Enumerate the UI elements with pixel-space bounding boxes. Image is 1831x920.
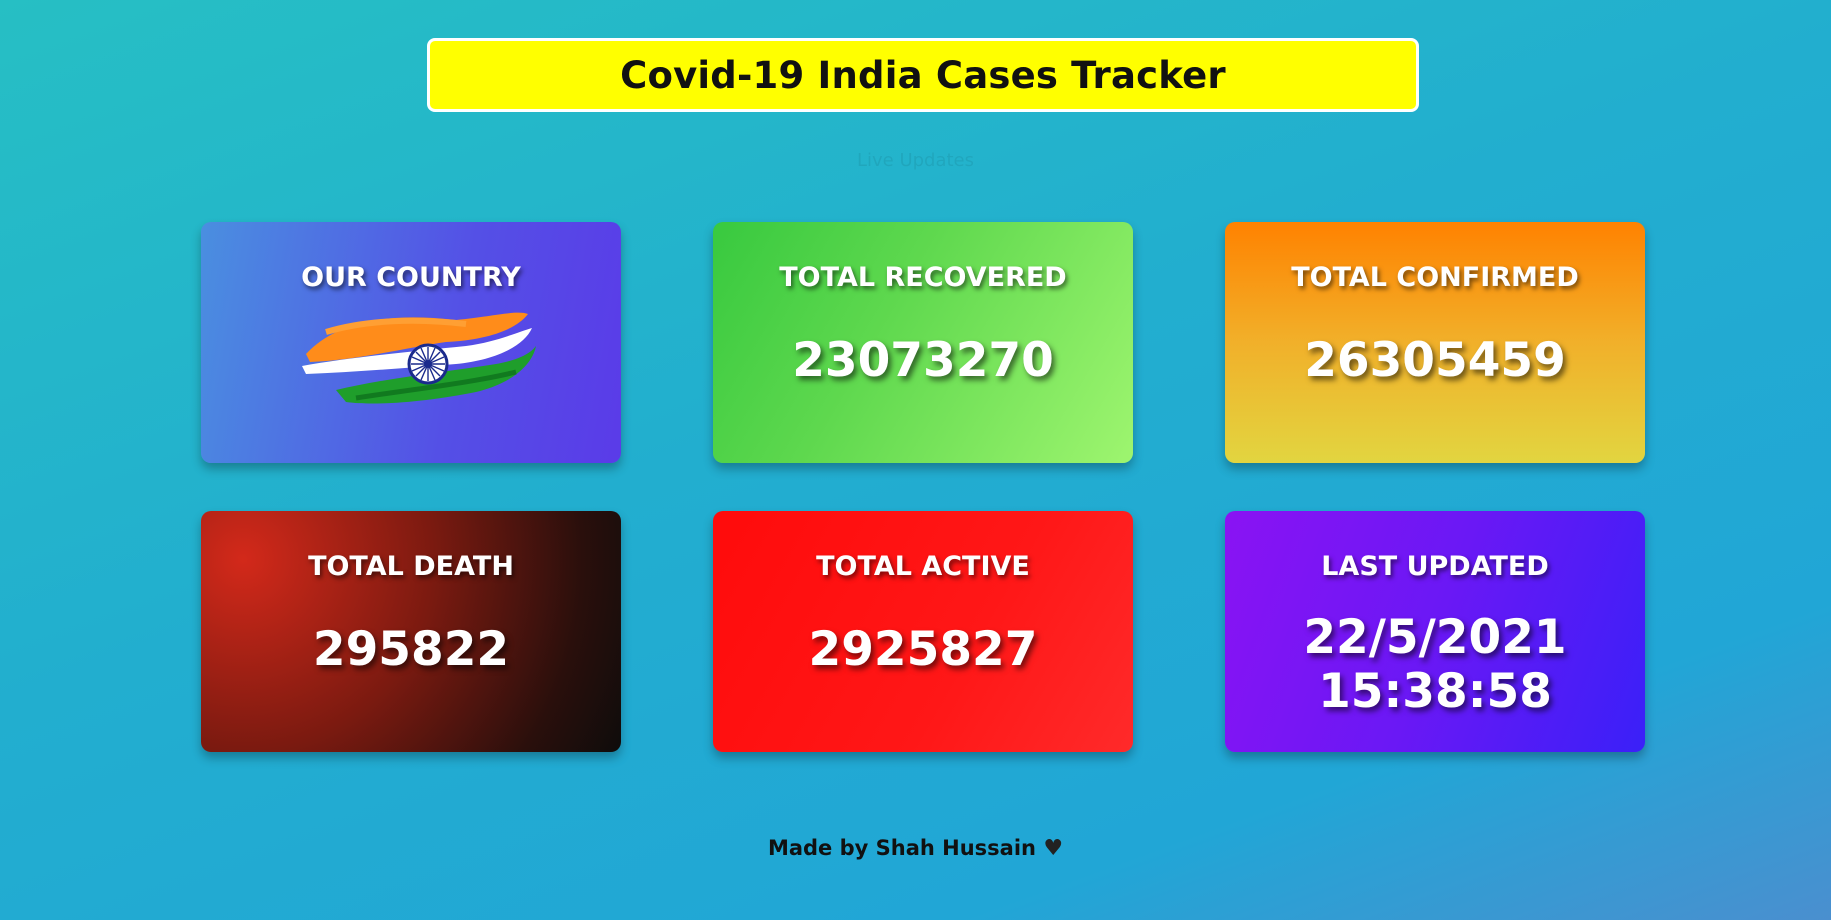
last-updated-time: 15:38:58	[1318, 664, 1552, 719]
heart-icon: ♥	[1043, 836, 1064, 861]
death-label: TOTAL DEATH	[308, 551, 514, 582]
death-value: 295822	[312, 622, 510, 677]
last-updated-value: 22/5/2021 15:38:58	[1225, 611, 1645, 719]
recovered-card: TOTAL RECOVERED 23073270	[713, 222, 1133, 463]
active-label: TOTAL ACTIVE	[816, 551, 1030, 582]
india-flag-icon	[302, 312, 536, 404]
page-title: Covid-19 India Cases Tracker	[620, 53, 1226, 97]
death-card: TOTAL DEATH 295822	[201, 511, 621, 752]
active-card: TOTAL ACTIVE 2925827	[713, 511, 1133, 752]
country-label: OUR COUNTRY	[301, 262, 521, 293]
footer-text: Made by Shah Hussain	[767, 836, 1036, 860]
last-updated-label: LAST UPDATED	[1321, 551, 1549, 582]
country-card: OUR COUNTRY	[201, 222, 621, 463]
confirmed-value: 26305459	[1304, 333, 1566, 388]
title-banner: Covid-19 India Cases Tracker	[427, 38, 1419, 112]
page-subtitle: Live Updates	[856, 150, 975, 171]
confirmed-label: TOTAL CONFIRMED	[1291, 262, 1579, 293]
confirmed-card: TOTAL CONFIRMED 26305459	[1225, 222, 1645, 463]
active-value: 2925827	[808, 622, 1038, 677]
last-updated-date: 22/5/2021	[1303, 610, 1567, 665]
recovered-value: 23073270	[792, 333, 1054, 388]
last-updated-card: LAST UPDATED 22/5/2021 15:38:58	[1225, 511, 1645, 752]
recovered-label: TOTAL RECOVERED	[779, 262, 1067, 293]
footer: Made by Shah Hussain ♥	[0, 836, 1831, 861]
